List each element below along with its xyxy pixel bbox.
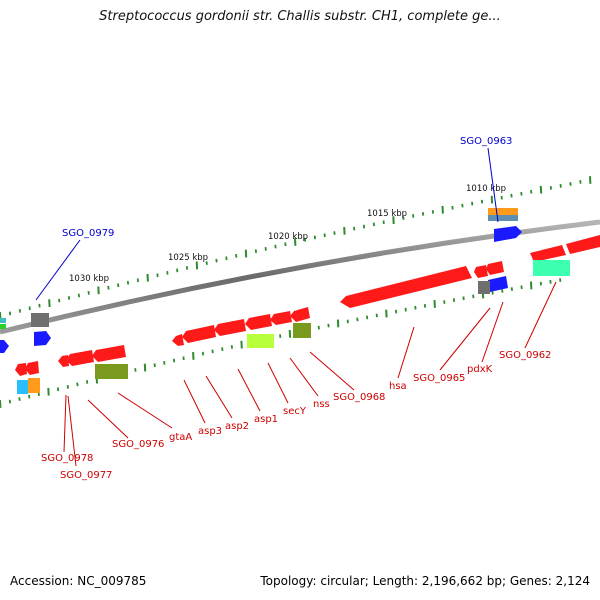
gene-label-sgo0963[interactable]: SGO_0963 xyxy=(460,136,512,147)
leader-sgo0968 xyxy=(309,351,355,391)
gene-label-sgo0979[interactable]: SGO_0979 xyxy=(62,228,114,239)
leader-sgo0977 xyxy=(67,395,77,467)
gene-arrow-secy[interactable] xyxy=(245,314,272,330)
gene-arrow-sgo0968[interactable] xyxy=(290,307,310,322)
kbp-label-1020: 1020 kbp xyxy=(268,232,308,242)
leader-gtaa xyxy=(117,392,173,429)
gene-box-gtaa[interactable] xyxy=(95,364,128,379)
reverse-strand-genes xyxy=(15,235,600,394)
leader-sgo0976 xyxy=(87,399,129,439)
gene-box-edge-teal[interactable] xyxy=(0,318,6,323)
kbp-label-1025: 1025 kbp xyxy=(168,253,208,263)
gene-label-asp1[interactable]: asp1 xyxy=(254,414,278,425)
topology-text: Topology: circular; Length: 2,196,662 bp… xyxy=(260,574,590,588)
gene-arrow-sgo0962-a[interactable] xyxy=(566,235,600,254)
leader-asp1 xyxy=(237,368,261,412)
gene-box-steelblue[interactable] xyxy=(488,215,518,221)
gene-arrow-nss[interactable] xyxy=(270,311,292,325)
leader-asp2 xyxy=(205,375,233,419)
gene-label-gtaa[interactable]: gtaA xyxy=(169,432,192,443)
forward-strand-genes xyxy=(0,208,522,353)
gene-arrow-asp2[interactable] xyxy=(182,325,216,343)
gene-arrow-sgo0978-small[interactable] xyxy=(15,363,27,376)
gene-label-sgo0962[interactable]: SGO_0962 xyxy=(499,350,551,361)
gene-label-asp3[interactable]: asp3 xyxy=(198,426,222,437)
scale-ticks xyxy=(0,176,592,320)
gene-arrow-gtaa[interactable] xyxy=(92,345,126,362)
gene-box-sgo0977-cyan[interactable] xyxy=(17,380,28,394)
gene-box-nss[interactable] xyxy=(293,323,311,338)
leader-sgo0978 xyxy=(63,394,67,453)
gene-arrow-pdxk-blue[interactable] xyxy=(488,276,508,292)
gene-arrow-sgo0979[interactable] xyxy=(34,331,51,346)
gene-label-asp2[interactable]: asp2 xyxy=(225,421,249,432)
kbp-label-1015: 1015 kbp xyxy=(367,209,407,219)
map-title: Streptococcus gordonii str. Challis subs… xyxy=(99,9,501,24)
gene-label-sgo0976[interactable]: SGO_0976 xyxy=(112,439,164,450)
gene-label-nss[interactable]: nss xyxy=(313,399,330,410)
gene-arrow-pdxk-small[interactable] xyxy=(474,265,488,278)
gene-arrow-asp1[interactable] xyxy=(214,319,246,336)
gene-arrow-asp3[interactable] xyxy=(172,334,184,346)
leader-lines xyxy=(35,147,557,467)
gene-box-sgo0977-orange[interactable] xyxy=(28,378,40,393)
gene-box-pdxk-gray[interactable] xyxy=(478,281,490,294)
gene-arrow-sgo0976[interactable] xyxy=(66,350,94,366)
gene-label-hsa[interactable]: hsa xyxy=(389,381,407,392)
leader-pdxk xyxy=(481,301,504,363)
leader-sgo0963 xyxy=(487,147,499,223)
leader-nss xyxy=(289,357,319,397)
gene-label-sgo0978[interactable]: SGO_0978 xyxy=(41,453,93,464)
gene-arrow-sgo0963[interactable] xyxy=(494,226,522,242)
gene-arrow-edge-blue[interactable] xyxy=(0,340,9,353)
accession-text: Accession: NC_009785 xyxy=(10,574,147,588)
gene-arrow-sgo0962-b[interactable] xyxy=(530,245,566,262)
gene-arrow-pdxk[interactable] xyxy=(486,261,504,275)
gene-box-orange[interactable] xyxy=(488,208,518,215)
leader-hsa xyxy=(397,326,415,379)
gene-arrow-sgo0978[interactable] xyxy=(25,361,39,375)
kbp-label-1030: 1030 kbp xyxy=(69,274,109,284)
gene-arrow-sgo0976-small[interactable] xyxy=(58,355,69,367)
gene-label-sgo0968[interactable]: SGO_0968 xyxy=(333,392,385,403)
gene-labels: SGO_0963 SGO_0979 SGO_0962 pdxK SGO_0965… xyxy=(41,136,551,481)
leader-sgo0979 xyxy=(35,239,81,301)
gene-box-edge-green[interactable] xyxy=(0,324,6,329)
leader-sgo0965 xyxy=(439,307,491,371)
gene-label-sgo0977[interactable]: SGO_0977 xyxy=(60,470,112,481)
gene-box-sgo0962[interactable] xyxy=(533,260,570,276)
leader-sgo0962 xyxy=(524,281,557,349)
gene-label-sgo0965[interactable]: SGO_0965 xyxy=(413,373,465,384)
kbp-label-1010: 1010 kbp xyxy=(466,184,506,194)
gene-label-pdxk[interactable]: pdxK xyxy=(467,364,493,375)
gene-box-gray-left[interactable] xyxy=(31,313,49,327)
leader-asp3 xyxy=(183,379,206,424)
gene-label-secy[interactable]: secY xyxy=(283,406,307,417)
leader-secy xyxy=(267,362,289,404)
gene-box-secy[interactable] xyxy=(247,334,274,348)
gene-arrow-hsa[interactable] xyxy=(340,266,472,308)
